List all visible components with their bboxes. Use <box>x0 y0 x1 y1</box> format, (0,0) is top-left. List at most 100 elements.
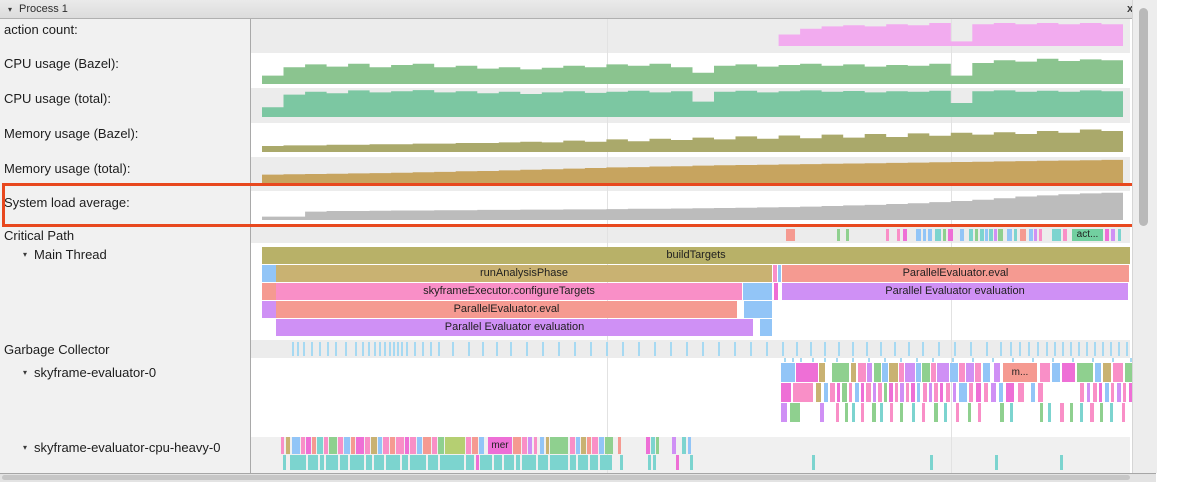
cpu-heavy-slice[interactable] <box>534 437 537 454</box>
critical-path-event[interactable] <box>1063 229 1067 241</box>
evaluator0-tick[interactable] <box>852 358 854 362</box>
evaluator0-slice[interactable] <box>1080 403 1083 422</box>
critical-path-event[interactable] <box>943 229 946 241</box>
gc-event-tick[interactable] <box>496 342 498 356</box>
cpu-heavy-slice[interactable] <box>550 437 568 454</box>
evaluator0-slice[interactable] <box>912 403 915 422</box>
critical-path-event[interactable] <box>846 229 849 241</box>
cpu-heavy-slice[interactable] <box>338 437 343 454</box>
cpu-heavy-slice[interactable] <box>417 437 422 454</box>
main-thread-slice-labeled[interactable]: Parallel Evaluator evaluation <box>782 283 1128 300</box>
gc-event-tick[interactable] <box>558 342 560 356</box>
evaluator0-slice[interactable] <box>946 383 950 402</box>
cpu-heavy-slice[interactable] <box>546 437 549 454</box>
gc-event-tick[interactable] <box>1070 342 1072 356</box>
collapse-arrow-icon[interactable]: ▾ <box>23 442 28 452</box>
evaluator0-slice[interactable] <box>878 383 882 402</box>
main-thread-slice[interactable] <box>262 301 276 318</box>
evaluator0-slice[interactable] <box>934 403 938 422</box>
evaluator0-slice[interactable] <box>872 403 876 422</box>
gc-event-tick[interactable] <box>526 342 528 356</box>
evaluator0-slice[interactable] <box>889 383 893 402</box>
evaluator0-slice[interactable] <box>1125 363 1132 382</box>
cpu-heavy-slice[interactable] <box>690 455 693 470</box>
gc-event-tick[interactable] <box>1028 342 1030 356</box>
cpu-heavy-slice[interactable] <box>476 455 479 470</box>
cpu-heavy-slice[interactable] <box>672 437 676 454</box>
cpu-heavy-slice[interactable] <box>590 455 598 470</box>
main-thread-slice[interactable] <box>744 301 772 318</box>
cpu-heavy-slice[interactable] <box>656 437 659 454</box>
evaluator0-slice[interactable] <box>991 383 996 402</box>
evaluator0-slice[interactable] <box>1048 403 1051 422</box>
evaluator0-slice[interactable] <box>1100 403 1103 422</box>
critical-path-event[interactable] <box>989 229 993 241</box>
cpu-heavy-slice[interactable] <box>320 455 324 470</box>
gc-event-tick[interactable] <box>368 342 370 356</box>
critical-path-event[interactable] <box>994 229 997 241</box>
gc-event-tick[interactable] <box>335 342 337 356</box>
main-thread-slice[interactable] <box>760 319 772 336</box>
main-thread-slice[interactable] <box>773 265 777 282</box>
evaluator0-slice[interactable] <box>855 383 859 402</box>
gc-event-tick[interactable] <box>1110 342 1112 356</box>
evaluator0-slice[interactable] <box>1123 383 1126 402</box>
cpu-heavy-slice[interactable] <box>386 455 400 470</box>
gc-event-tick[interactable] <box>438 342 440 356</box>
evaluator0-slice[interactable] <box>905 363 915 382</box>
cpu-heavy-slice[interactable] <box>570 455 576 470</box>
evaluator0-slice[interactable] <box>923 383 927 402</box>
evaluator0-slice[interactable] <box>1129 383 1133 402</box>
cpu-heavy-slice[interactable] <box>410 437 416 454</box>
process-header[interactable]: ▾ Process 1 <box>0 0 1132 19</box>
main-thread-slice[interactable] <box>774 283 778 300</box>
evaluator0-tick[interactable] <box>812 358 814 362</box>
gc-event-tick[interactable] <box>852 342 854 356</box>
gc-event-tick[interactable] <box>686 342 688 356</box>
evaluator0-slice[interactable] <box>900 403 903 422</box>
critical-path-event[interactable] <box>935 229 941 241</box>
evaluator0-tick[interactable] <box>1092 358 1094 362</box>
evaluator0-slice[interactable] <box>1110 403 1113 422</box>
evaluator0-slice[interactable] <box>1000 403 1004 422</box>
evaluator0-slice[interactable] <box>873 383 876 402</box>
evaluator0-slice[interactable] <box>884 383 887 402</box>
cpu-heavy-slice[interactable] <box>405 437 409 454</box>
gc-event-tick[interactable] <box>384 342 386 356</box>
cpu-heavy-slice[interactable] <box>620 455 623 470</box>
critical-path-event[interactable] <box>975 229 978 241</box>
evaluator0-slice[interactable] <box>1117 383 1121 402</box>
evaluator0-tick[interactable] <box>1032 358 1034 362</box>
evaluator0-slice[interactable] <box>816 383 821 402</box>
gc-event-tick[interactable] <box>1037 342 1039 356</box>
evaluator0-slice[interactable] <box>1099 383 1102 402</box>
gc-event-tick[interactable] <box>894 342 896 356</box>
evaluator0-slice[interactable] <box>969 383 973 402</box>
evaluator0-slice[interactable] <box>966 363 974 382</box>
cpu-heavy-slice[interactable] <box>494 455 502 470</box>
main-thread-slice-labeled[interactable]: runAnalysisPhase <box>276 265 772 282</box>
cpu-heavy-slice[interactable] <box>618 437 621 454</box>
gc-event-tick[interactable] <box>389 342 391 356</box>
gc-event-tick[interactable] <box>1078 342 1080 356</box>
critical-path-event[interactable] <box>1118 229 1121 241</box>
cpu-heavy-slice[interactable] <box>371 437 377 454</box>
critical-path-event[interactable] <box>923 229 926 241</box>
main-thread-slice-labeled[interactable]: Parallel Evaluator evaluation <box>276 319 753 336</box>
evaluator0-slice[interactable] <box>849 383 852 402</box>
critical-path-event[interactable] <box>1052 229 1061 241</box>
cpu-heavy-slice[interactable] <box>340 455 348 470</box>
cpu-heavy-slice[interactable] <box>479 437 484 454</box>
evaluator0-slice[interactable] <box>858 363 866 382</box>
evaluator0-slice[interactable] <box>1080 383 1084 402</box>
gc-event-tick[interactable] <box>766 342 768 356</box>
gc-event-tick[interactable] <box>938 342 940 356</box>
cpu-heavy-slice[interactable] <box>390 437 395 454</box>
gc-event-tick[interactable] <box>542 342 544 356</box>
collapse-arrow-icon[interactable]: ▾ <box>23 249 28 259</box>
evaluator0-tick[interactable] <box>992 358 994 362</box>
evaluator0-slice[interactable] <box>1095 363 1101 382</box>
timeline-canvas[interactable]: act... buildTargets runAnalysisPhase Parall… <box>0 0 1141 473</box>
collapse-icon[interactable]: ▾ <box>8 4 13 14</box>
cpu-heavy-slice[interactable] <box>592 437 598 454</box>
